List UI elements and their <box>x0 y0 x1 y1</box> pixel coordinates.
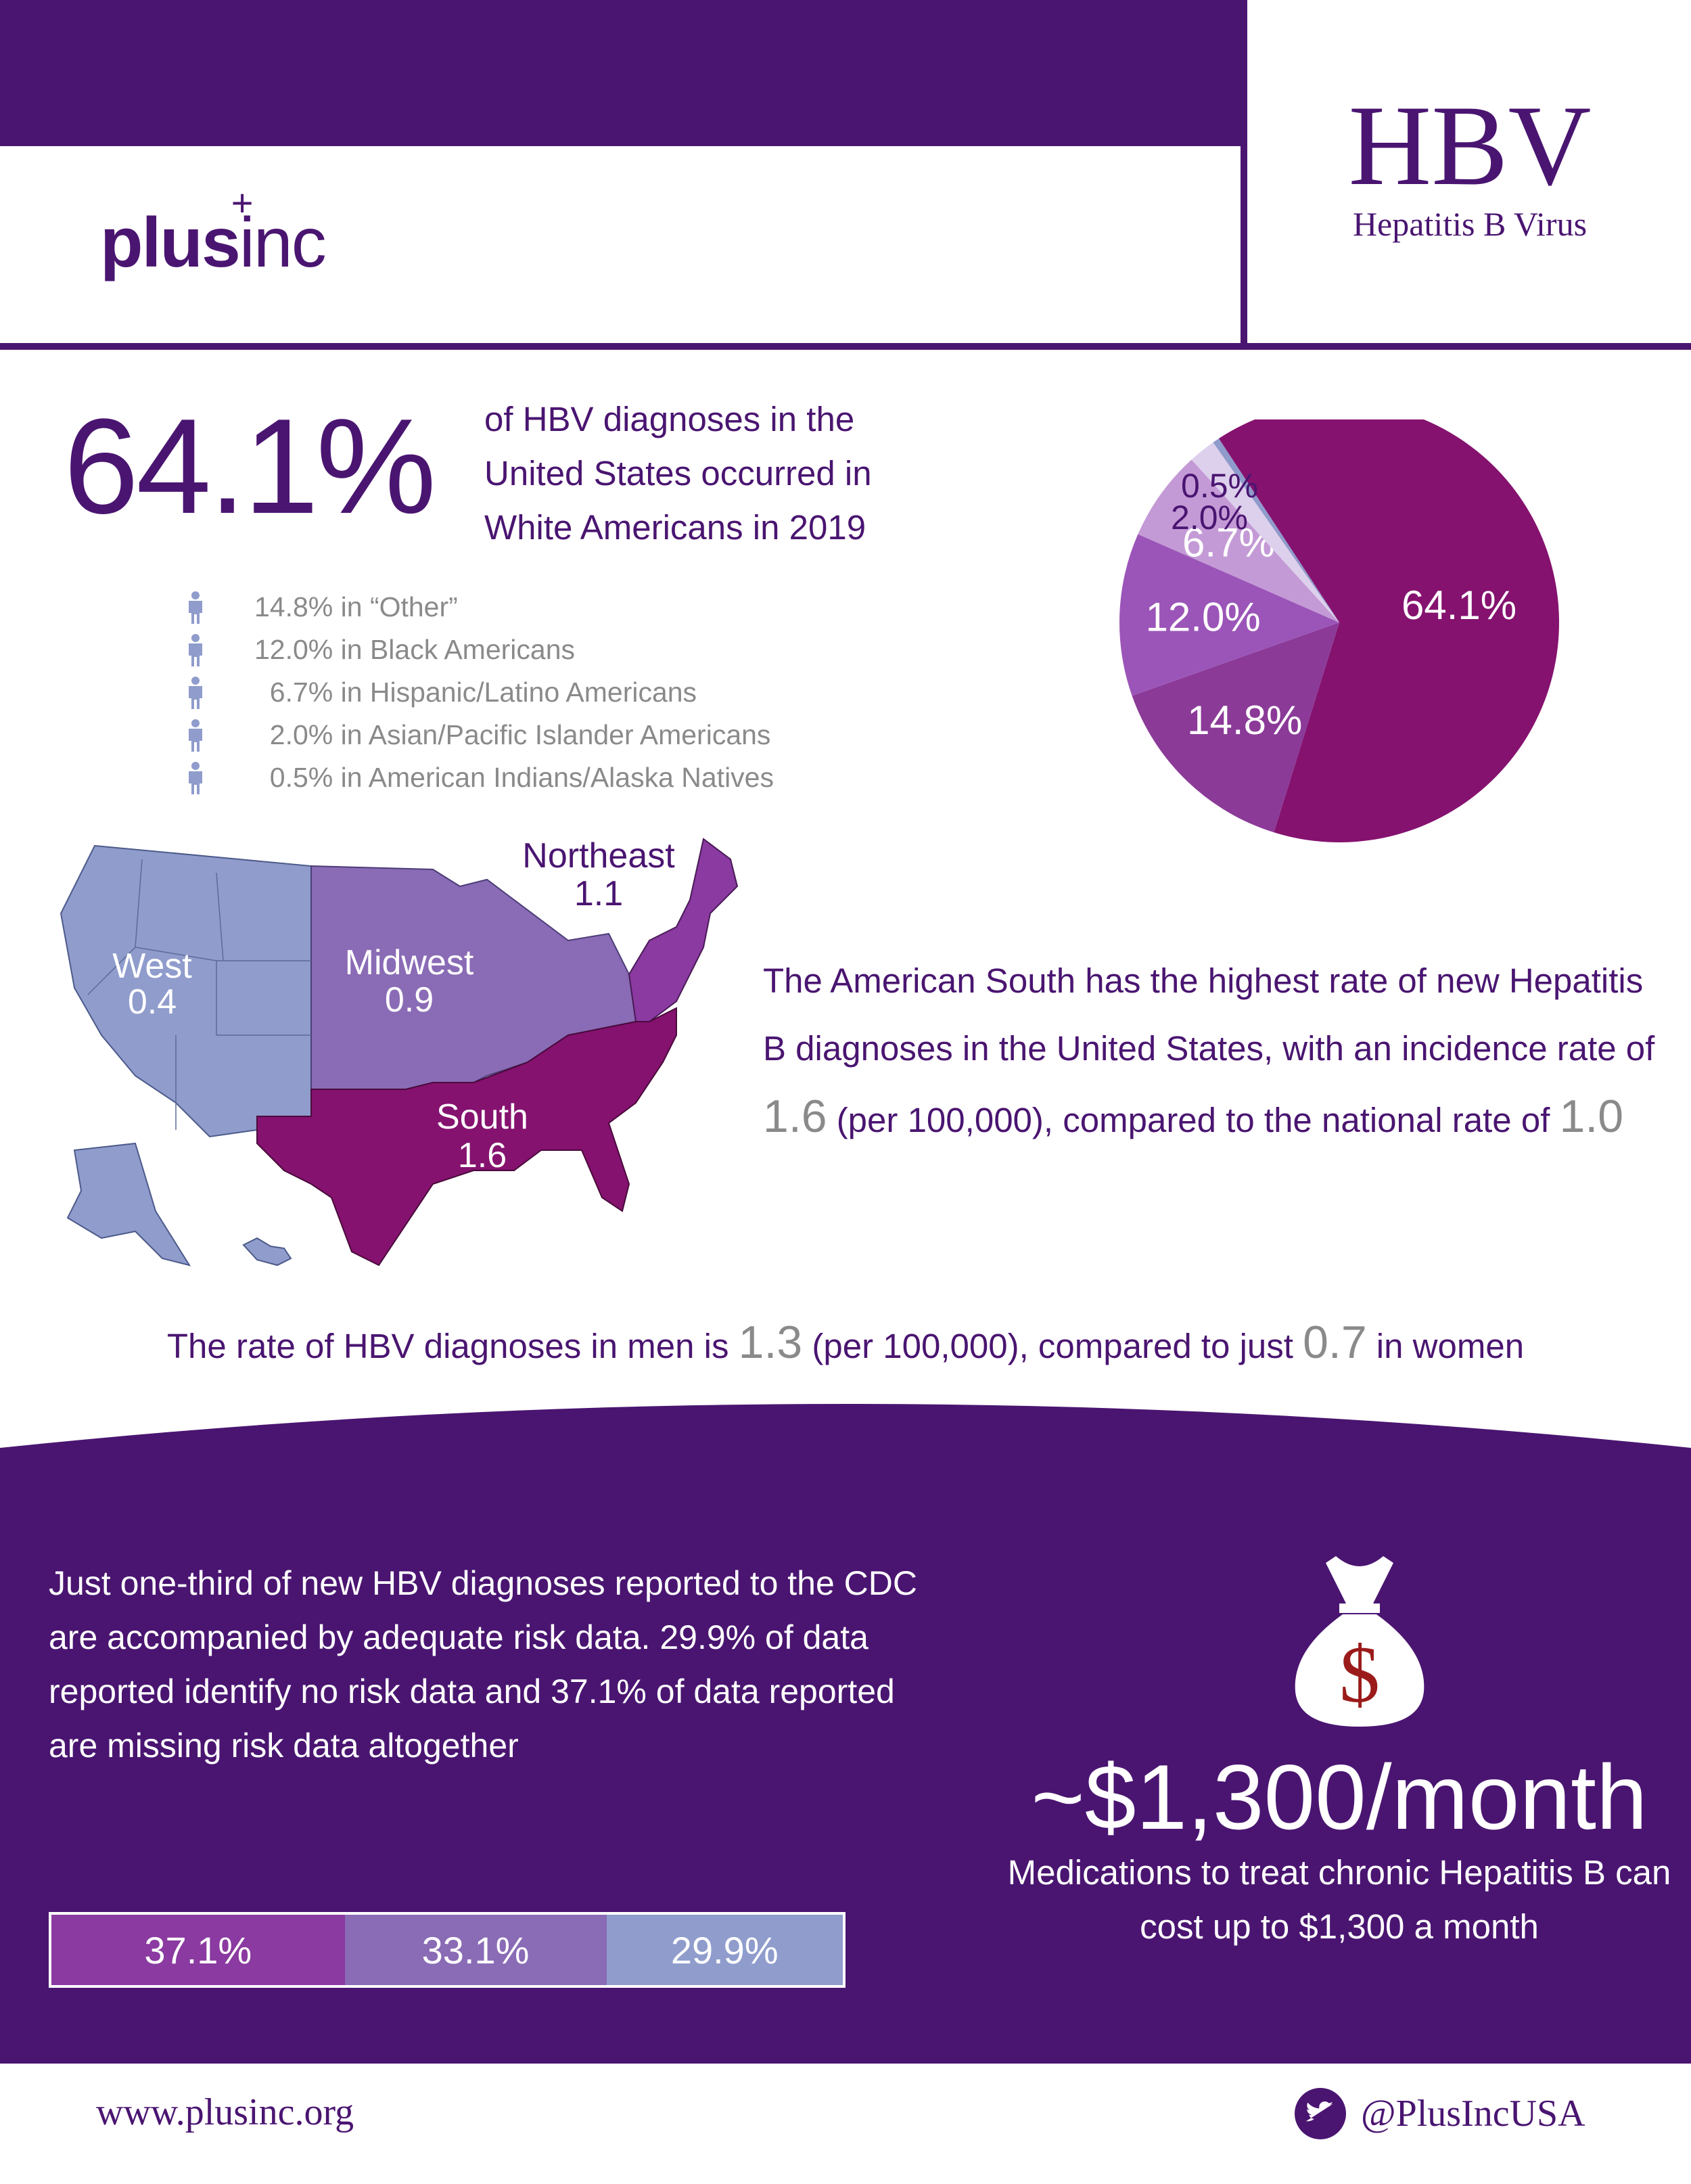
list-item-text: 0.5% in American Indians/Alaska Natives <box>254 762 774 793</box>
pie-slice-label: 2.0% <box>1171 499 1248 537</box>
pie-slice <box>1213 438 1339 622</box>
pie-slice-label: 14.8% <box>1187 698 1302 743</box>
list-item-text: 14.8% in “Other” <box>254 591 458 622</box>
header-divider-horizontal <box>0 343 1691 350</box>
pie-slice <box>1132 622 1339 833</box>
price-figure: ~$1,300/month <box>1031 1746 1648 1848</box>
logo-suffix: + inc <box>231 181 327 282</box>
map-label-northeast: Northeast <box>522 836 675 875</box>
person-icon <box>189 719 202 752</box>
national-rate-value: 1.0 <box>1559 1091 1624 1142</box>
map-region-west <box>60 844 312 1138</box>
map-rate-midwest: 0.9 <box>385 980 434 1020</box>
plusinc-logo[interactable]: plus + inc <box>100 181 327 283</box>
header-band <box>0 0 1243 146</box>
risk-bar-segment: 29.9% <box>606 1915 843 1985</box>
headline-description: of HBV diagnoses in the United States oc… <box>484 400 872 547</box>
us-region-map: West 0.4 Midwest 0.9 Northeast 1.1 South… <box>60 836 739 1267</box>
pie-slice-label: 12.0% <box>1146 595 1261 640</box>
map-label-south: South <box>436 1097 528 1137</box>
gender-rate-text: The rate of HBV diagnoses in men is 1.3 … <box>166 1317 1525 1368</box>
list-item-text: 2.0% in Asian/Pacific Islander Americans <box>254 719 771 750</box>
pie-chart: 64.1%14.8%12.0%6.7%2.0%0.5% <box>1119 419 1559 842</box>
list-item: 6.7% in Hispanic/Latino Americans <box>183 671 774 714</box>
list-item: 12.0% in Black Americans <box>183 629 774 671</box>
currency-symbol: $ <box>1339 1629 1380 1719</box>
list-item-text: 12.0% in Black Americans <box>254 634 576 665</box>
map-label-west: West <box>112 947 192 986</box>
pie-slice-label: 0.5% <box>1181 467 1258 505</box>
breakdown-list: 14.8% in “Other” 12.0% in Black American… <box>183 586 774 799</box>
risk-bar-segment: 33.1% <box>344 1915 607 1985</box>
map-region-northeast <box>628 838 739 1022</box>
person-icon <box>189 677 202 709</box>
list-item-text: 6.7% in Hispanic/Latino Americans <box>254 677 697 708</box>
twitter-link[interactable]: @PlusIncUSA <box>1295 2088 1585 2139</box>
page-title: HBV <box>1348 82 1592 209</box>
page-subtitle: Hepatitis B Virus <box>1352 205 1588 243</box>
south-rate-value: 1.6 <box>763 1091 827 1142</box>
list-item: 0.5% in American Indians/Alaska Natives <box>183 756 774 799</box>
twitter-icon <box>1295 2088 1346 2139</box>
map-region-south <box>256 1007 677 1267</box>
twitter-handle: @PlusIncUSA <box>1361 2093 1585 2135</box>
headline-percent: 64.1% <box>64 391 436 542</box>
logo-main: plus <box>100 204 241 282</box>
pie-slice <box>1138 459 1339 622</box>
risk-data-text: Just one-third of new HBV diagnoses repo… <box>49 1564 918 1765</box>
map-rate-northeast: 1.1 <box>574 874 623 913</box>
logo-plus: + <box>231 181 254 224</box>
list-item: 2.0% in Asian/Pacific Islander Americans <box>183 714 774 756</box>
money-bag-icon: $ <box>1295 1556 1424 1727</box>
map-rate-south: 1.6 <box>458 1136 507 1175</box>
bottom-purple-panel <box>0 1404 1691 2064</box>
map-rate-west: 0.4 <box>128 982 177 1022</box>
person-icon <box>189 762 202 794</box>
risk-bar-segment: 37.1% <box>51 1915 345 1985</box>
pie-slice <box>1119 534 1339 696</box>
women-rate-value: 0.7 <box>1303 1317 1367 1368</box>
pie-slice <box>1218 419 1559 842</box>
map-alaska <box>66 1142 191 1267</box>
website-link[interactable]: www.plusinc.org <box>96 2091 354 2133</box>
person-icon <box>189 591 202 624</box>
person-icon <box>189 634 202 666</box>
map-hawaii <box>242 1237 292 1267</box>
men-rate-value: 1.3 <box>738 1317 803 1368</box>
risk-data-bar: 37.1% 33.1% 29.9% <box>49 1912 846 1988</box>
pie-slice-label: 64.1% <box>1402 583 1516 628</box>
header-divider-vertical <box>1241 0 1247 346</box>
list-item: 14.8% in “Other” <box>183 586 774 629</box>
south-rate-text: The American South has the highest rate … <box>763 961 1655 1142</box>
map-label-midwest: Midwest <box>345 943 474 982</box>
map-state-borders <box>87 859 311 1130</box>
pie-slice <box>1191 442 1339 622</box>
price-description: Medications to treat chronic Hepatitis B… <box>1007 1853 1671 1946</box>
